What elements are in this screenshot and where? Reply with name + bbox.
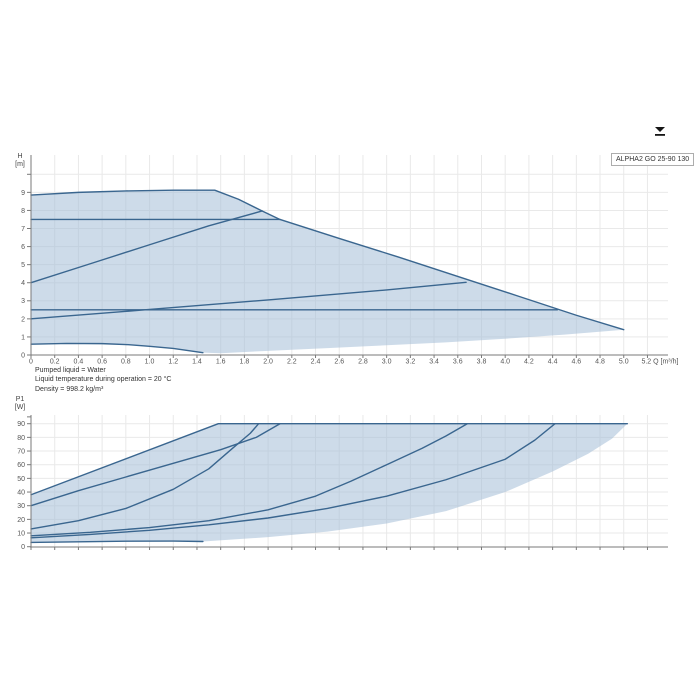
liquid-info-block: Pumped liquid = Water Liquid temperature…: [35, 366, 171, 394]
x-tick-label: 1.4: [192, 359, 202, 366]
h-axis-title: H [m]: [10, 153, 30, 169]
x-tick-label: 3.4: [429, 359, 439, 366]
curve-constant-pressure-high-power: [30, 423, 281, 507]
h-axis-unit: [m]: [15, 161, 25, 168]
x-tick-label: 1.0: [145, 359, 155, 366]
x-tick-label: 3.2: [405, 359, 415, 366]
x-tick-label: 0.6: [97, 359, 107, 366]
y-tick-label: 1: [21, 334, 25, 341]
x-tick-label: 1.2: [168, 359, 178, 366]
x-tick-label: 4.6: [571, 359, 581, 366]
p1-axis-unit: [W]: [14, 404, 26, 411]
curve-min-speed-power: [30, 540, 204, 544]
curve-max-speed-curve: [30, 189, 625, 331]
head-flow-curve-envelope: [31, 190, 624, 354]
density-line: Density = 998.2 kg/m³: [35, 385, 104, 393]
curve-proportional-pressure-high: [30, 210, 263, 284]
y-tick-label: 7: [21, 226, 25, 233]
x-tick-label: 2.0: [263, 359, 273, 366]
x-tick-label: 3.0: [382, 359, 392, 366]
y-tick-label: 90: [17, 421, 25, 428]
p1-axis-title: P1 [W]: [10, 396, 30, 412]
y-tick-label: 5: [21, 262, 25, 269]
curve-min-speed-curve: [30, 342, 204, 354]
y-tick-label: 0: [21, 352, 25, 359]
x-tick-label: 0.8: [121, 359, 131, 366]
x-tick-label: 3.6: [453, 359, 463, 366]
y-tick-label: 60: [17, 462, 25, 469]
x-tick-label: 1.8: [240, 359, 250, 366]
y-tick-label: 3: [21, 298, 25, 305]
y-tick-label: 20: [17, 517, 25, 524]
pump-model-label: ALPHA2 GO 25-90 130: [616, 156, 690, 163]
x-tick-label: 4.8: [595, 359, 605, 366]
y-tick-label: 30: [17, 503, 25, 510]
x-tick-label: 4.0: [500, 359, 510, 366]
p1-axis-symbol: P1: [15, 396, 25, 403]
y-tick-label: 80: [17, 435, 25, 442]
x-tick-label: 2.6: [334, 359, 344, 366]
curve-proportional-pressure-low-power: [30, 423, 468, 537]
x-tick-label: 5.2 Q [m³/h]: [641, 359, 678, 366]
y-tick-label: 4: [21, 280, 25, 287]
x-tick-label: 1.6: [216, 359, 226, 366]
h-axis-symbol: H: [17, 153, 23, 160]
download-icon: [655, 127, 665, 136]
y-tick-label: 9: [21, 190, 25, 197]
download-button[interactable]: [652, 125, 668, 138]
x-tick-label: 3.8: [477, 359, 487, 366]
power-flow-curve-envelope: [31, 423, 628, 543]
x-tick-label: 2.2: [287, 359, 297, 366]
y-tick-label: 2: [21, 316, 25, 323]
pumped-liquid-line: Pumped liquid = Water: [35, 367, 106, 374]
y-tick-label: 8: [21, 208, 25, 215]
x-tick-label: 2.8: [358, 359, 368, 366]
y-tick-label: 0: [21, 544, 25, 551]
x-tick-label: 5.0: [619, 359, 629, 366]
curve-max-speed-power: [30, 423, 629, 496]
y-tick-label: 70: [17, 448, 25, 455]
y-tick-label: 50: [17, 476, 25, 483]
curve-constant-pressure-low-power: [30, 423, 556, 539]
curve-proportional-pressure-high-power: [30, 423, 260, 530]
curve-proportional-pressure-low: [30, 281, 467, 320]
x-tick-label: 0.2: [50, 359, 60, 366]
x-tick-label: 2.4: [311, 359, 321, 366]
y-tick-label: 6: [21, 244, 25, 251]
x-tick-label: 4.2: [524, 359, 534, 366]
x-tick-label: 4.4: [548, 359, 558, 366]
y-tick-label: 40: [17, 489, 25, 496]
x-tick-label: 0.4: [74, 359, 84, 366]
x-tick-label: 0: [29, 359, 33, 366]
pump-model-legend: ALPHA2 GO 25-90 130: [611, 153, 695, 166]
liquid-temperature-line: Liquid temperature during operation = 20…: [35, 376, 172, 384]
y-tick-label: 10: [17, 530, 25, 537]
